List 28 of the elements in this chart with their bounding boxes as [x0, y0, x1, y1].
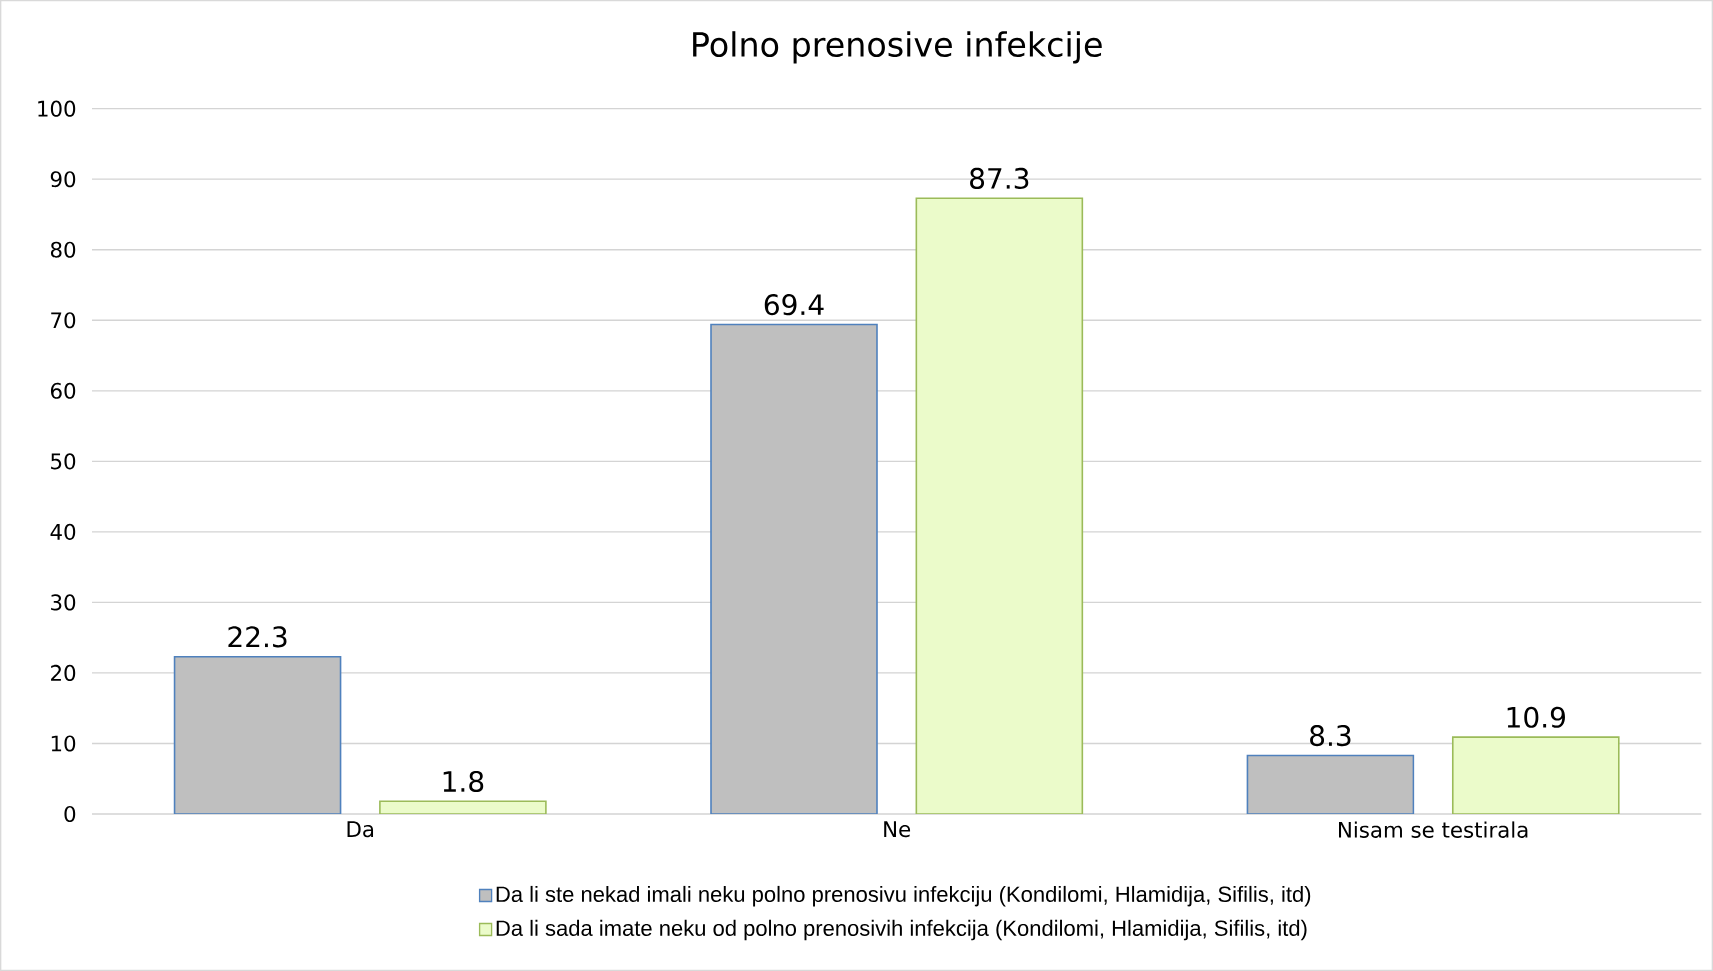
chart-title: Polno prenosive infekcije: [693, 31, 1102, 64]
y-tick-label: 0: [64, 805, 76, 823]
x-tick-label: Nisam se testirala: [1339, 821, 1528, 838]
y-tick-label: 20: [51, 664, 76, 681]
legend-label: Da li sada imate neku od polno prenosivih infekcija (Kondilomi, Hlamidija, Sifilis, itd): [496, 919, 1307, 941]
x-tick-label: Da: [347, 821, 374, 838]
x-tick-label: Ne: [884, 821, 911, 838]
data-label: 69.4: [764, 294, 824, 316]
y-tick-label: 30: [51, 594, 76, 611]
data-label: 87.3: [970, 167, 1029, 189]
legend-label: Da li ste nekad imali neku polno prenosivu infekciju (Kondilomi, Hlamidija, Sifilis, itd): [496, 885, 1311, 907]
data-label: 10.9: [1507, 706, 1565, 728]
bar: [1451, 736, 1620, 814]
y-tick-label: 40: [50, 523, 76, 540]
bar: [1246, 754, 1415, 814]
y-tick-label: 10: [51, 735, 76, 752]
data-label: 22.3: [228, 626, 287, 648]
data-label: 1.8: [443, 770, 484, 793]
y-tick-label: 90: [50, 171, 76, 188]
bar: [710, 323, 878, 814]
y-tick-label: 50: [51, 453, 76, 470]
bar: [173, 655, 342, 814]
y-tick-label: 100: [38, 100, 76, 117]
data-label: 8.3: [1310, 725, 1351, 747]
y-tick-label: 80: [50, 241, 76, 258]
y-tick-label: 70: [51, 312, 76, 329]
y-tick-label: 60: [50, 382, 76, 399]
bar: [915, 197, 1084, 814]
